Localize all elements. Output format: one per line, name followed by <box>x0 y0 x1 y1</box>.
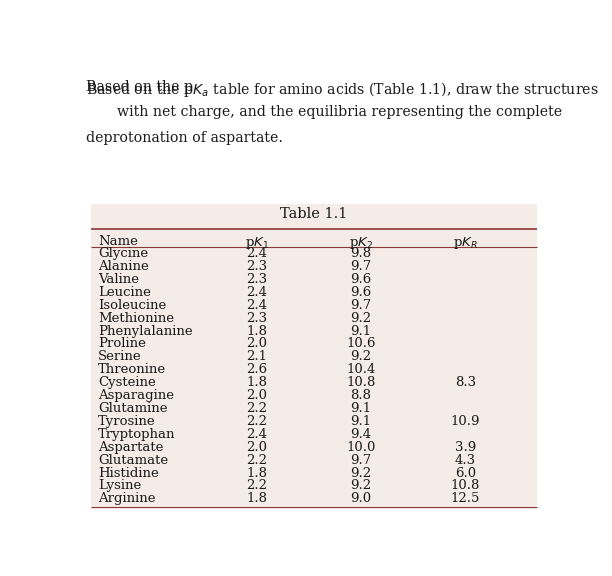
Text: Valine: Valine <box>98 273 139 286</box>
Text: 9.2: 9.2 <box>351 467 371 480</box>
Text: 2.3: 2.3 <box>246 273 267 286</box>
Text: 2.6: 2.6 <box>246 363 267 376</box>
Text: Histidine: Histidine <box>98 467 159 480</box>
Text: Based on the p: Based on the p <box>86 80 193 94</box>
Text: 2.2: 2.2 <box>246 479 267 492</box>
Text: p$K_2$: p$K_2$ <box>349 234 373 251</box>
Text: 9.7: 9.7 <box>351 299 371 312</box>
Text: Tyrosine: Tyrosine <box>98 415 155 428</box>
Text: Serine: Serine <box>98 350 141 363</box>
Text: p$K_R$: p$K_R$ <box>453 234 478 251</box>
Text: 2.3: 2.3 <box>246 312 267 325</box>
Text: deprotonation of aspartate.: deprotonation of aspartate. <box>86 131 283 145</box>
Text: 6.0: 6.0 <box>455 467 476 480</box>
Text: 2.2: 2.2 <box>246 402 267 415</box>
Text: 2.1: 2.1 <box>246 350 267 363</box>
Text: Methionine: Methionine <box>98 312 174 325</box>
Text: 8.3: 8.3 <box>455 376 476 389</box>
Text: 10.6: 10.6 <box>346 338 376 350</box>
Text: 1.8: 1.8 <box>246 492 267 505</box>
Text: 9.7: 9.7 <box>351 454 371 467</box>
Text: 9.6: 9.6 <box>351 286 371 299</box>
Text: 10.9: 10.9 <box>450 415 480 428</box>
Text: Leucine: Leucine <box>98 286 151 299</box>
Text: 9.0: 9.0 <box>351 492 371 505</box>
Text: 9.4: 9.4 <box>351 428 371 441</box>
Text: 2.0: 2.0 <box>246 338 267 350</box>
Text: 9.8: 9.8 <box>351 247 371 260</box>
Text: 10.8: 10.8 <box>451 479 480 492</box>
Text: 2.2: 2.2 <box>246 415 267 428</box>
Text: 3.9: 3.9 <box>455 441 476 454</box>
Text: 9.7: 9.7 <box>351 260 371 273</box>
Text: Based on the p$K_a$ table for amino acids (Table 1.1), draw the structures: Based on the p$K_a$ table for amino acid… <box>86 80 599 99</box>
Text: Asparagine: Asparagine <box>98 389 174 402</box>
Text: 1.8: 1.8 <box>246 467 267 480</box>
Text: 10.8: 10.8 <box>346 376 376 389</box>
Text: 2.3: 2.3 <box>246 260 267 273</box>
Text: 2.2: 2.2 <box>246 454 267 467</box>
Text: 9.6: 9.6 <box>351 273 371 286</box>
Text: 2.0: 2.0 <box>246 389 267 402</box>
Text: Cysteine: Cysteine <box>98 376 155 389</box>
Text: 2.4: 2.4 <box>246 286 267 299</box>
Text: Tryptophan: Tryptophan <box>98 428 176 441</box>
Text: 10.0: 10.0 <box>346 441 376 454</box>
Text: Table 1.1: Table 1.1 <box>280 207 348 221</box>
Text: Isoleucine: Isoleucine <box>98 299 166 312</box>
Text: Name: Name <box>98 234 138 248</box>
Text: Proline: Proline <box>98 338 146 350</box>
Text: 8.8: 8.8 <box>351 389 371 402</box>
Text: 2.4: 2.4 <box>246 247 267 260</box>
Text: 1.8: 1.8 <box>246 376 267 389</box>
Text: 9.2: 9.2 <box>351 479 371 492</box>
Text: 9.1: 9.1 <box>351 324 371 338</box>
Text: Threonine: Threonine <box>98 363 166 376</box>
Text: Arginine: Arginine <box>98 492 155 505</box>
Text: Phenylalanine: Phenylalanine <box>98 324 192 338</box>
Text: Alanine: Alanine <box>98 260 149 273</box>
Text: Lysine: Lysine <box>98 479 141 492</box>
Text: 9.2: 9.2 <box>351 312 371 325</box>
Bar <box>91 204 537 509</box>
Text: 4.3: 4.3 <box>455 454 476 467</box>
Text: Glycine: Glycine <box>98 247 148 260</box>
Text: with net charge, and the equilibria representing the complete: with net charge, and the equilibria repr… <box>117 105 562 119</box>
Text: 1.8: 1.8 <box>246 324 267 338</box>
Text: Glutamine: Glutamine <box>98 402 167 415</box>
Text: Glutamate: Glutamate <box>98 454 168 467</box>
Text: 9.2: 9.2 <box>351 350 371 363</box>
Text: 2.4: 2.4 <box>246 299 267 312</box>
Text: 9.1: 9.1 <box>351 402 371 415</box>
Text: 2.0: 2.0 <box>246 441 267 454</box>
Text: 12.5: 12.5 <box>451 492 480 505</box>
Text: p$K_1$: p$K_1$ <box>245 234 269 251</box>
Text: 2.4: 2.4 <box>246 428 267 441</box>
Text: Aspartate: Aspartate <box>98 441 163 454</box>
Text: 10.4: 10.4 <box>346 363 376 376</box>
Text: 9.1: 9.1 <box>351 415 371 428</box>
